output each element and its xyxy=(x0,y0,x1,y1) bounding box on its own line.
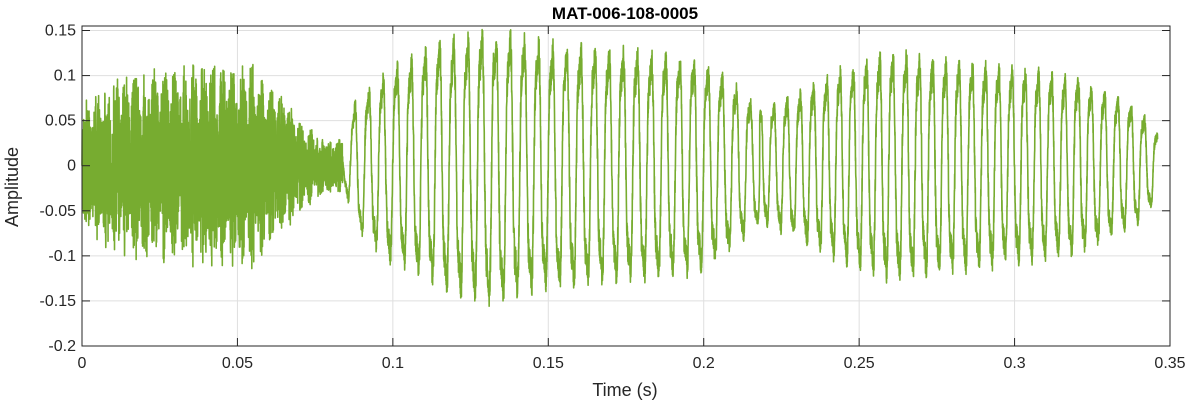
plot-area xyxy=(81,28,1159,307)
x-tick-label: 0.1 xyxy=(382,355,404,372)
y-tick-label: 0 xyxy=(67,158,76,175)
x-tick-label: 0.15 xyxy=(533,355,564,372)
y-tick-label: -0.05 xyxy=(40,203,77,220)
y-tick-label: 0.15 xyxy=(45,23,76,40)
axes-box xyxy=(81,25,1171,347)
x-tick-label: 0.35 xyxy=(1154,355,1185,372)
x-axis-label: Time (s) xyxy=(592,380,657,400)
x-tick-label: 0.05 xyxy=(222,355,253,372)
y-tick-label: -0.1 xyxy=(48,248,76,265)
y-tick-labels: 0.15 0.1 0.05 0 -0.05 -0.1 -0.15 -0.2 xyxy=(40,23,77,355)
x-tick-label: 0.25 xyxy=(844,355,875,372)
tick-marks xyxy=(81,26,1171,347)
y-tick-label: -0.15 xyxy=(40,293,77,310)
x-tick-label: 0 xyxy=(78,355,87,372)
y-axis-label: Amplitude xyxy=(2,147,22,227)
x-tick-label: 0.3 xyxy=(1003,355,1025,372)
y-tick-label: 0.1 xyxy=(54,68,76,85)
waveform-line xyxy=(81,28,1159,307)
chart-title: MAT-006-108-0005 xyxy=(552,4,698,23)
x-tick-label: 0.2 xyxy=(693,355,715,372)
y-tick-label: -0.2 xyxy=(48,338,76,355)
y-tick-label: 0.05 xyxy=(45,113,76,130)
x-tick-labels: 0 0.05 0.1 0.15 0.2 0.25 0.3 0.35 xyxy=(78,355,1186,372)
